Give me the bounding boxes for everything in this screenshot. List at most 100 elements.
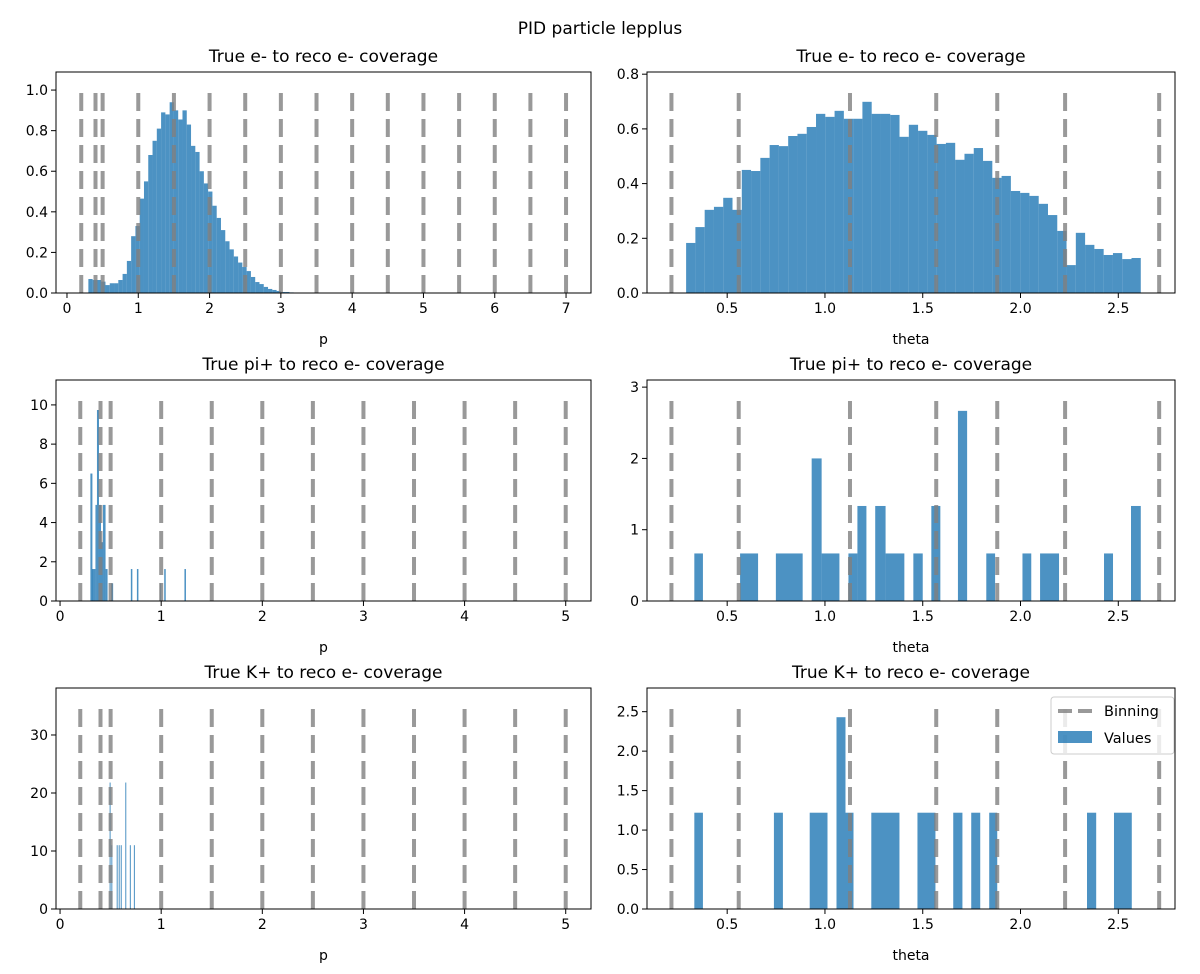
x-tick-label: 0.5	[716, 917, 738, 933]
x-tick-label: 0	[63, 301, 72, 317]
x-axis-label: p	[319, 332, 328, 348]
x-tick-label: 2	[205, 301, 214, 317]
histogram-bar	[165, 114, 170, 293]
histogram-bar	[246, 271, 251, 293]
histogram-bar	[122, 273, 127, 293]
histogram-bar	[164, 569, 166, 601]
histogram-bar	[103, 504, 106, 601]
subplot-title: True e- to reco e- coverage	[795, 47, 1025, 67]
histogram-bar	[913, 553, 923, 601]
histogram-bar	[116, 845, 118, 909]
subplot-2: 0.5 1.0 1.5 2.0 2.5 0.0 0.2 0.4 0.6 0.8 True e- to…	[617, 47, 1176, 348]
y-tick-label: 10	[30, 398, 48, 414]
histogram-bar	[825, 116, 835, 293]
x-tick-label: 1	[157, 609, 166, 625]
histogram-bar	[130, 569, 133, 601]
histogram-bar	[96, 410, 99, 601]
y-tick-label: 20	[30, 786, 48, 802]
histogram-bar	[1087, 812, 1097, 909]
x-tick-label: 0	[56, 917, 65, 933]
subplot-6: 0.5 1.0 1.5 2.0 2.5 0.0 0.5 1.0 1.5 2.0 2.5 True K+…	[617, 663, 1176, 964]
histogram-bar	[955, 159, 965, 293]
histogram-bar	[1029, 195, 1039, 293]
x-tick-label: 2	[258, 917, 267, 933]
histogram-bar	[848, 553, 858, 601]
histogram-bar	[1103, 254, 1113, 293]
histogram-bar	[178, 119, 183, 293]
y-tick-label: 6	[39, 476, 48, 492]
histogram-bar	[208, 191, 213, 293]
x-tick-label: 7	[562, 301, 571, 317]
histogram-bar	[964, 153, 974, 293]
histogram-bar	[1001, 175, 1011, 293]
y-tick-label: 0.0	[617, 286, 639, 302]
histogram-bar	[917, 812, 936, 909]
x-tick-label: 2.0	[1009, 301, 1031, 317]
y-tick-label: 0.0	[617, 902, 639, 918]
histogram-bar	[91, 569, 96, 601]
histogram-bar	[811, 458, 822, 601]
x-tick-label: 1.0	[814, 917, 836, 933]
histogram-bar	[173, 110, 179, 293]
histogram-bar	[95, 504, 97, 601]
histogram-bar	[229, 249, 234, 293]
y-tick-label: 30	[30, 728, 48, 744]
x-tick-label: 1.5	[912, 301, 934, 317]
histogram-bar	[195, 151, 200, 293]
x-axis-label: theta	[892, 332, 929, 348]
histogram-bar	[899, 136, 909, 293]
legend-values-label: Values	[1104, 731, 1151, 747]
histogram-bar	[809, 812, 828, 909]
x-tick-label: 3	[359, 609, 368, 625]
y-tick-label: 2	[630, 451, 639, 467]
x-tick-label: 5	[561, 609, 570, 625]
histogram-bar	[152, 140, 157, 293]
y-tick-label: 0.8	[26, 124, 48, 140]
histogram-bar	[1131, 257, 1141, 293]
y-tick-label: 0.6	[617, 122, 639, 138]
histogram-bar	[1038, 203, 1048, 293]
axes-frame	[646, 687, 1176, 910]
histogram-bar	[276, 290, 281, 293]
x-tick-label: 3	[276, 301, 285, 317]
histogram-bar	[1010, 190, 1021, 293]
x-tick-label: 0	[56, 609, 65, 625]
histogram-bar	[957, 410, 968, 601]
x-tick-label: 0.5	[716, 301, 738, 317]
histogram-bar	[148, 155, 153, 293]
y-tick-label: 10	[30, 844, 48, 860]
histogram-bar	[918, 130, 928, 293]
histogram-bar	[161, 112, 166, 293]
histogram-bar	[1122, 259, 1132, 293]
histogram-bar	[255, 282, 260, 293]
histogram-bar	[90, 473, 93, 601]
histogram-bar	[136, 569, 139, 601]
histogram-bar	[986, 553, 996, 601]
subplot-1: 0 1 2 3 4 5 6 7 0.0 0.2 0.4 0.6 0.8 1.0 True e- to rec…	[26, 47, 592, 348]
histogram-bar	[280, 291, 286, 293]
histogram-bar	[1131, 505, 1141, 601]
x-tick-label: 1.0	[814, 301, 836, 317]
x-tick-label: 2.0	[1009, 609, 1031, 625]
y-tick-label: 8	[39, 437, 48, 453]
histogram-bar	[212, 205, 217, 293]
y-tick-label: 1.5	[617, 784, 639, 800]
histogram-bar	[694, 553, 703, 601]
axes-frame	[646, 379, 1176, 602]
x-tick-label: 4	[460, 917, 469, 933]
histogram-bar	[931, 505, 941, 601]
histogram-bar	[880, 113, 891, 293]
subplot-title: True e- to reco e- coverage	[208, 47, 438, 67]
histogram-bar	[272, 289, 277, 293]
y-tick-label: 0	[630, 594, 639, 610]
histogram-bar	[1022, 553, 1032, 601]
histogram-bar	[125, 782, 127, 909]
histogram-bar	[890, 114, 900, 293]
histogram-bar	[105, 285, 110, 293]
histogram-bar	[769, 145, 779, 293]
histogram-bar	[871, 113, 881, 293]
histogram-bar	[875, 505, 886, 601]
histogram-bar	[268, 288, 273, 293]
x-axis-label: p	[319, 640, 328, 656]
